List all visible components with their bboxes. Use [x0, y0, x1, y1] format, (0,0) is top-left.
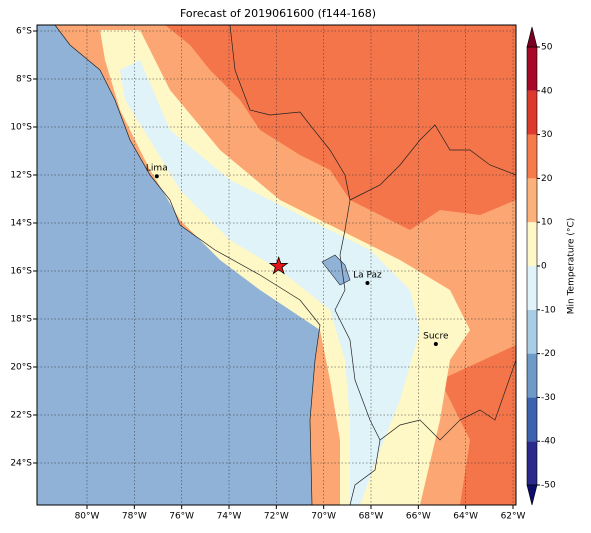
border [349, 124, 516, 201]
city-dot [433, 341, 438, 346]
lon-tick-label: 68°W [359, 512, 384, 522]
title: Forecast of 2019061600 (f144-168) [180, 7, 376, 20]
colorbar-tick-label: 10 [541, 218, 553, 228]
lon-tick-label: 72°W [264, 512, 289, 522]
colorbar-tick-label: 20 [541, 174, 553, 184]
lon-tick-label: 78°W [122, 512, 147, 522]
lat-tick-label: 24°S [10, 459, 32, 469]
colorbar-band [527, 266, 537, 310]
colorbar-band [527, 397, 537, 442]
colorbar-extend [526, 26, 538, 48]
lon-tick-label: 62°W [501, 512, 526, 522]
lon-tick-label: 64°W [453, 512, 478, 522]
lat-tick-label: 22°S [10, 411, 32, 421]
lon-tick-label: 76°W [169, 512, 194, 522]
coastline [54, 25, 321, 505]
lat-tick-label: 6°S [16, 27, 32, 37]
colorbar-extend [526, 484, 538, 506]
border [229, 25, 516, 441]
lat-tick-label: 12°S [10, 171, 32, 181]
warm-region [440, 345, 516, 505]
city-dot [365, 281, 370, 285]
colorbar-band [527, 441, 537, 485]
colorbar-band [527, 134, 537, 179]
warm-region [165, 25, 516, 230]
lat-tick-label: 20°S [10, 363, 32, 373]
colorbar-tick-label: 50 [541, 43, 553, 53]
colorbar-tick-label: 40 [541, 86, 553, 96]
colorbar-band [527, 353, 537, 398]
location-star [268, 255, 289, 275]
lon-tick-label: 80°W [75, 512, 100, 522]
colorbar-band [527, 222, 537, 266]
lat-tick-label: 14°S [10, 219, 32, 229]
colorbar-tick-label: -10 [541, 305, 556, 315]
colorbar-tick-label: -20 [541, 349, 556, 359]
colorbar-tick-label: -30 [541, 393, 556, 403]
lon-tick-label: 66°W [406, 512, 431, 522]
colorbar-tick-label: -40 [541, 437, 556, 447]
lat-tick-label: 8°S [16, 75, 32, 85]
lat-tick-label: 18°S [10, 315, 32, 325]
city-label: La Paz [353, 271, 382, 281]
lon-tick-label: 74°W [217, 512, 242, 522]
border [349, 439, 381, 505]
city-label: Lima [146, 164, 168, 174]
city-dot [154, 174, 159, 179]
colorbar-band [527, 90, 537, 135]
city-label: Sucre [423, 331, 449, 341]
colorbar-label: Min Temperature (°C) [567, 218, 577, 315]
lon-tick-label: 70°W [311, 512, 336, 522]
lat-tick-label: 10°S [10, 123, 32, 133]
colorbar-band [527, 309, 537, 354]
colorbar-tick-label: 0 [541, 262, 547, 272]
colorbar-tick-label: -50 [541, 481, 556, 491]
colorbar-band [527, 178, 537, 223]
lat-tick-label: 16°S [10, 267, 32, 277]
colorbar-tick-label: 30 [541, 130, 553, 140]
colorbar-band [527, 47, 537, 91]
cold-region [120, 60, 420, 505]
